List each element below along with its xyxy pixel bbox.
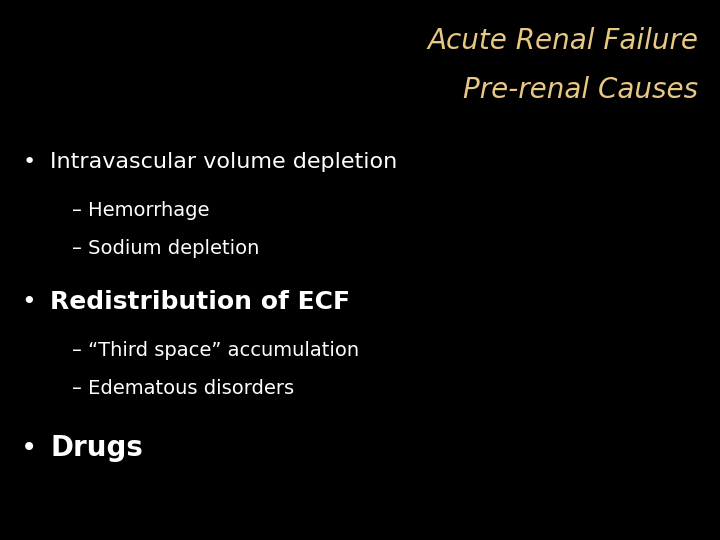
Text: Intravascular volume depletion: Intravascular volume depletion bbox=[50, 152, 397, 172]
Text: Redistribution of ECF: Redistribution of ECF bbox=[50, 291, 351, 314]
Text: Drugs: Drugs bbox=[50, 434, 143, 462]
Text: – Sodium depletion: – Sodium depletion bbox=[72, 239, 259, 258]
Text: Acute Renal Failure: Acute Renal Failure bbox=[428, 27, 698, 55]
Text: •: • bbox=[21, 434, 37, 462]
Text: – Edematous disorders: – Edematous disorders bbox=[72, 379, 294, 399]
Text: •: • bbox=[22, 152, 35, 172]
Text: Pre-renal Causes: Pre-renal Causes bbox=[463, 76, 698, 104]
Text: •: • bbox=[22, 291, 36, 314]
Text: – Hemorrhage: – Hemorrhage bbox=[72, 201, 210, 220]
Text: – “Third space” accumulation: – “Third space” accumulation bbox=[72, 341, 359, 361]
